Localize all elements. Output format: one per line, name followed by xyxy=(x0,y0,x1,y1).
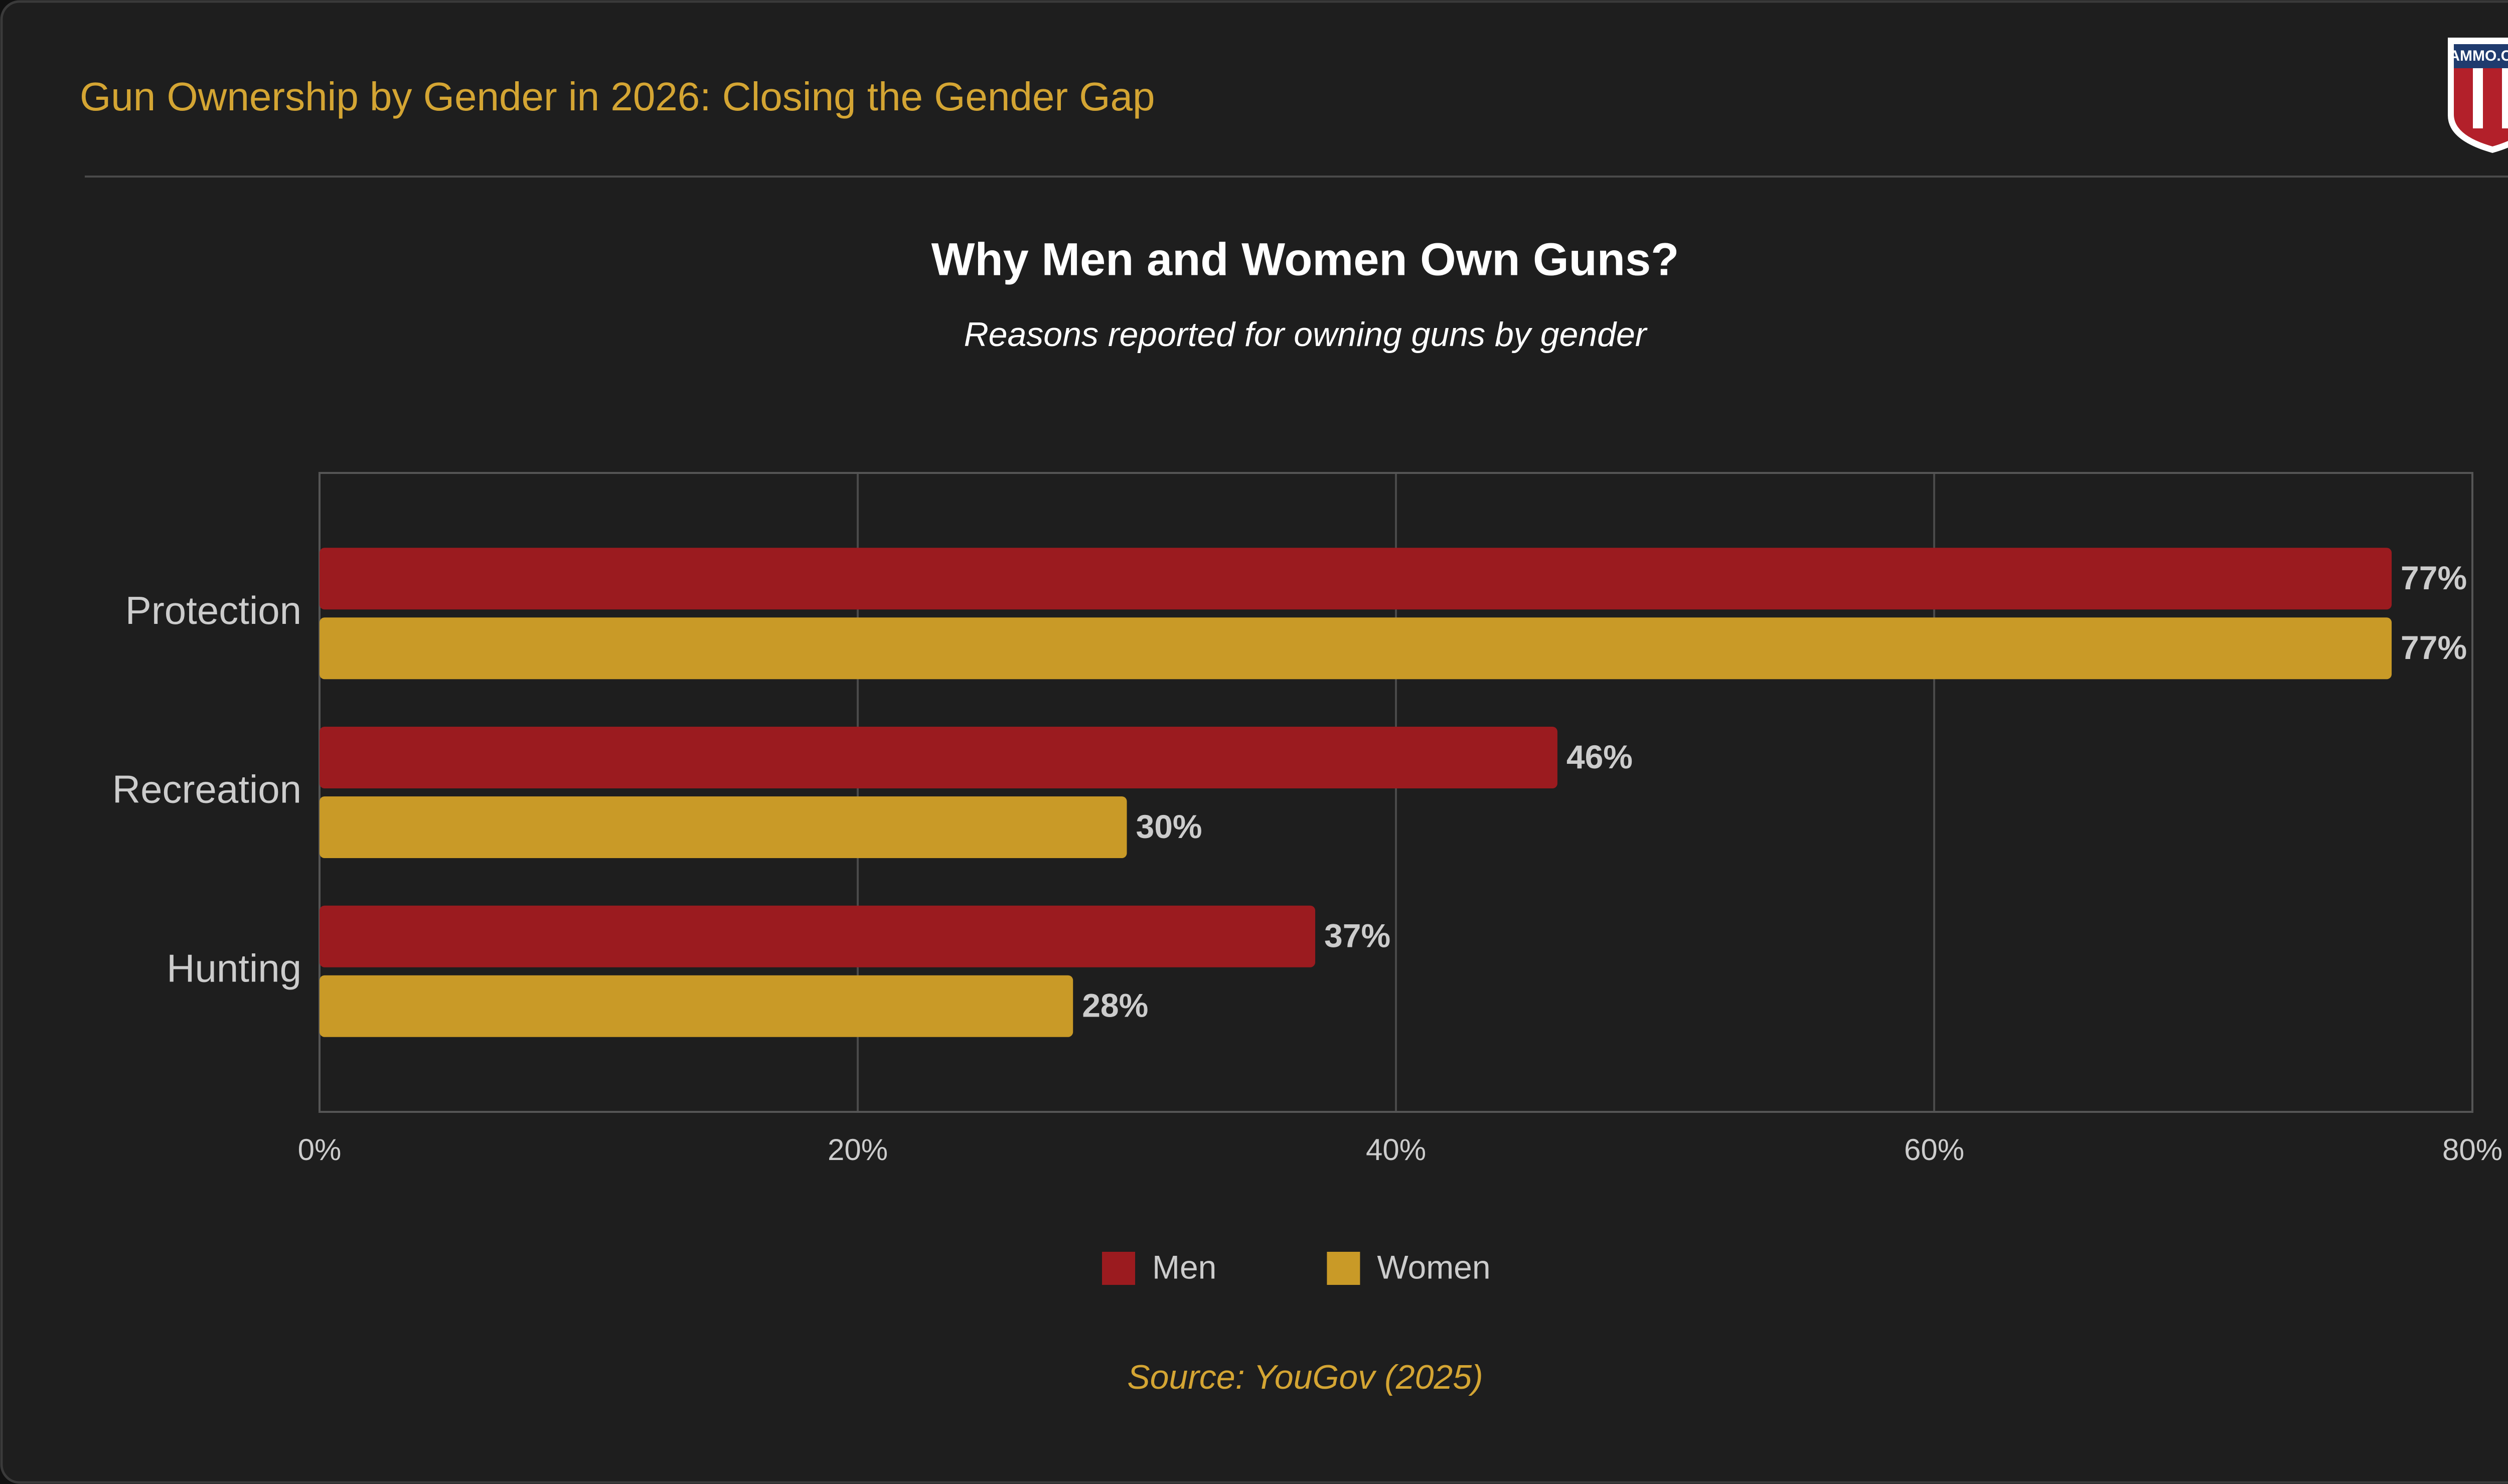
bar xyxy=(320,727,1557,788)
value-label: 37% xyxy=(1324,917,1390,954)
x-tick-label: 60% xyxy=(1904,1133,1964,1167)
y-tick-label: Recreation xyxy=(112,767,301,811)
legend-label: Women xyxy=(1377,1248,1490,1285)
legend-swatch xyxy=(1102,1252,1135,1285)
bar xyxy=(320,548,2392,610)
value-label: 46% xyxy=(1566,738,1633,775)
plot-border xyxy=(319,472,2473,1113)
y-tick-label: Hunting xyxy=(167,946,301,990)
bar xyxy=(320,617,2392,680)
bar xyxy=(320,796,1127,858)
chart-subtitle: Reasons reported for owning guns by gend… xyxy=(964,315,1648,354)
bar xyxy=(320,975,1073,1037)
x-tick-label: 40% xyxy=(1366,1133,1426,1167)
x-tick-label: 20% xyxy=(828,1133,888,1167)
value-label: 30% xyxy=(1136,808,1202,845)
logo-band xyxy=(2454,44,2508,68)
value-label: 77% xyxy=(2401,629,2467,666)
bar xyxy=(320,905,1316,967)
logo: AMMO.COM xyxy=(2448,38,2508,153)
value-label: 28% xyxy=(1082,987,1148,1024)
value-label: 77% xyxy=(2401,559,2467,596)
logo-stripe xyxy=(2502,68,2508,128)
x-tick-label: 80% xyxy=(2442,1133,2502,1167)
legend-label: Men xyxy=(1152,1248,1216,1285)
header-title: Gun Ownership by Gender in 2026: Closing… xyxy=(80,74,1155,119)
x-tick-label: 0% xyxy=(298,1133,342,1167)
logo-text: AMMO.COM xyxy=(2449,48,2508,64)
logo-stripe xyxy=(2473,68,2483,128)
source: Source: YouGov (2025) xyxy=(1127,1358,1483,1396)
chart-title: Why Men and Women Own Guns? xyxy=(931,234,1679,285)
legend-swatch xyxy=(1327,1252,1360,1285)
y-tick-label: Protection xyxy=(125,588,301,632)
